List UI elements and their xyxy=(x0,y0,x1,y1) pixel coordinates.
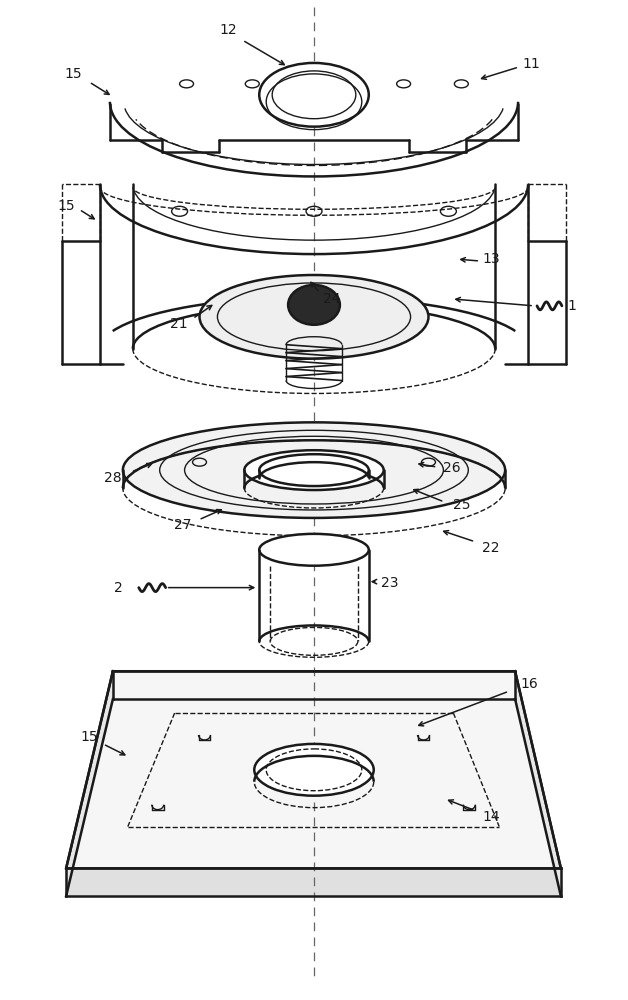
Ellipse shape xyxy=(288,285,340,325)
Ellipse shape xyxy=(244,450,384,490)
Text: 13: 13 xyxy=(482,252,500,266)
Text: 26: 26 xyxy=(443,461,460,475)
Text: 28: 28 xyxy=(104,471,122,485)
Text: 11: 11 xyxy=(522,57,540,71)
Text: 2: 2 xyxy=(114,581,123,595)
Ellipse shape xyxy=(200,275,428,359)
Text: 15: 15 xyxy=(80,730,98,744)
Text: 1: 1 xyxy=(568,299,577,313)
Polygon shape xyxy=(66,868,561,896)
Text: 23: 23 xyxy=(381,576,398,590)
Ellipse shape xyxy=(123,422,505,518)
Text: 15: 15 xyxy=(57,199,75,213)
Text: 16: 16 xyxy=(520,677,538,691)
Polygon shape xyxy=(515,671,561,896)
Text: 25: 25 xyxy=(453,498,470,512)
Text: 12: 12 xyxy=(220,23,237,37)
Ellipse shape xyxy=(259,454,369,486)
Polygon shape xyxy=(66,671,561,868)
Text: 14: 14 xyxy=(482,810,500,824)
Text: 15: 15 xyxy=(64,67,82,81)
Ellipse shape xyxy=(259,63,369,127)
Text: 21: 21 xyxy=(170,317,187,331)
Text: 22: 22 xyxy=(482,541,500,555)
Ellipse shape xyxy=(259,534,369,566)
Ellipse shape xyxy=(254,744,374,796)
Polygon shape xyxy=(66,671,113,896)
Text: 27: 27 xyxy=(174,518,192,532)
Text: 24: 24 xyxy=(323,292,340,306)
